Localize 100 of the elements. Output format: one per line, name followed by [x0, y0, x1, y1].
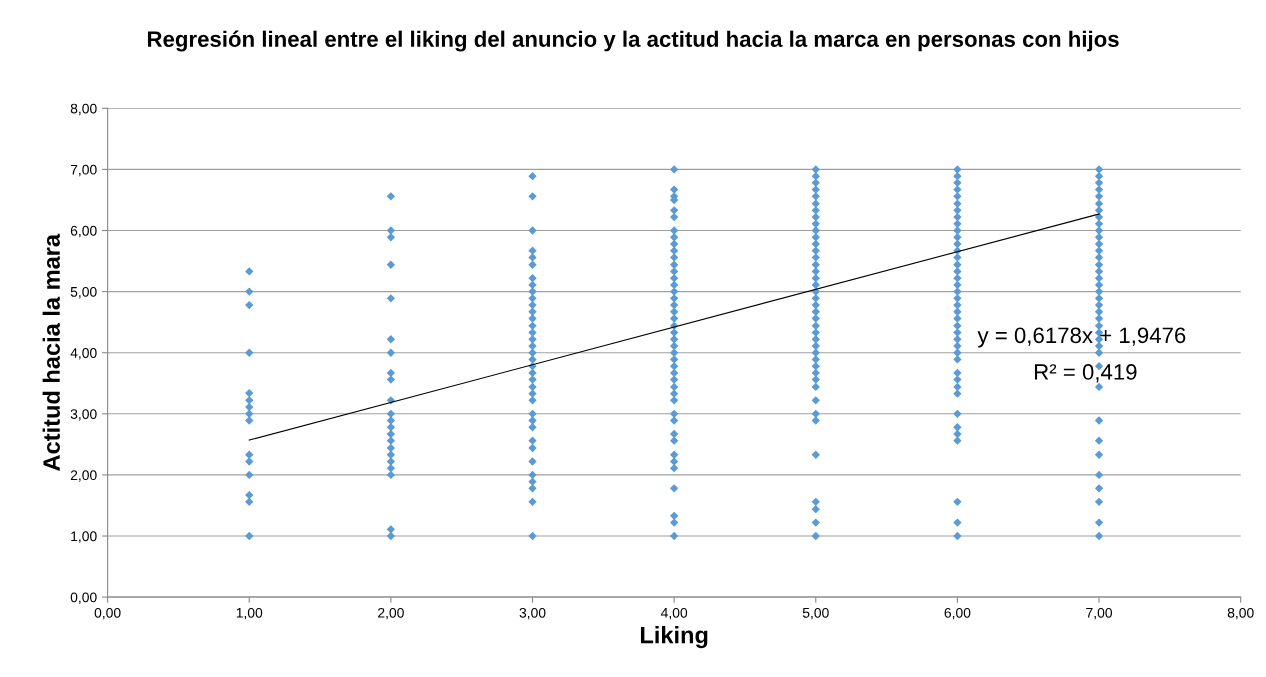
point [245, 497, 254, 506]
point [811, 518, 820, 527]
point [669, 212, 679, 222]
point [245, 409, 254, 418]
point [1094, 497, 1104, 506]
point [245, 531, 254, 541]
point [669, 375, 679, 384]
y-tick-label: 5,00 [70, 286, 97, 299]
point [528, 314, 537, 323]
point [669, 341, 679, 351]
point [528, 253, 537, 262]
y-tick-label: 2,00 [70, 470, 97, 482]
point [1094, 470, 1104, 480]
point [1094, 382, 1104, 392]
x-tick-label: 3,00 [519, 607, 546, 620]
point [669, 246, 679, 255]
point [953, 518, 962, 527]
point [386, 436, 396, 445]
point [1094, 178, 1104, 188]
point [669, 280, 679, 290]
point [245, 470, 254, 480]
annotation: y = 0,6178x + 1,9476 [977, 327, 1186, 348]
point [953, 267, 962, 276]
point [1094, 199, 1104, 208]
point [528, 226, 537, 235]
y-tick-label: 0,00 [70, 592, 97, 604]
point [953, 307, 962, 316]
point [669, 389, 679, 398]
point [386, 470, 396, 480]
point [1094, 450, 1104, 459]
point [386, 423, 396, 432]
point [1094, 280, 1104, 290]
y-axis-title: Actitud hacia la mara [42, 233, 60, 471]
point [528, 423, 537, 432]
point [953, 348, 962, 357]
point [953, 226, 962, 235]
point [811, 206, 820, 215]
point [953, 335, 962, 344]
point [1094, 321, 1104, 330]
point [1094, 436, 1104, 445]
point [669, 260, 679, 269]
point [245, 490, 254, 500]
x-tick-label: 2,00 [378, 607, 404, 620]
point [669, 274, 679, 283]
point [528, 457, 537, 466]
point [669, 531, 679, 541]
point [811, 416, 820, 425]
point [811, 368, 820, 378]
point [386, 368, 396, 378]
point [1094, 518, 1104, 527]
point [528, 389, 537, 398]
point [669, 314, 679, 323]
point [953, 294, 962, 303]
point [669, 511, 679, 521]
point [953, 328, 962, 337]
point [1094, 219, 1104, 228]
point [953, 287, 962, 296]
point [953, 206, 962, 215]
point [811, 274, 820, 283]
point [1094, 287, 1104, 296]
point [386, 450, 396, 459]
point [811, 375, 820, 384]
point [386, 335, 396, 344]
annotation: R² = 0,419 [1035, 364, 1137, 383]
point [1094, 192, 1104, 201]
point [528, 443, 537, 453]
point [669, 382, 679, 392]
point [245, 348, 254, 357]
point [245, 402, 254, 412]
point [669, 368, 679, 378]
x-tick-label: 6,00 [944, 607, 971, 620]
x-tick-label: 0,00 [94, 607, 121, 620]
point [245, 267, 254, 276]
point [669, 450, 679, 459]
point [669, 409, 679, 418]
point [953, 375, 962, 384]
point [528, 375, 537, 384]
point [528, 192, 537, 201]
point [386, 192, 396, 201]
point [669, 396, 679, 405]
point [245, 450, 254, 459]
point [669, 429, 679, 439]
point [953, 436, 962, 445]
point [528, 246, 537, 255]
chart-title: Regresión lineal entre el liking del anuncio y la actitud hacia la marca en personas con hijos [147, 30, 1119, 52]
point [811, 497, 820, 506]
point [811, 280, 820, 290]
x-tick-label: 4,00 [660, 607, 688, 620]
point [811, 531, 820, 541]
point [811, 192, 820, 201]
point [1094, 274, 1104, 283]
point [669, 239, 679, 249]
point [1094, 307, 1104, 316]
point [953, 260, 962, 269]
y-tick-label: 1,00 [71, 531, 97, 543]
point [386, 348, 396, 357]
point [953, 423, 962, 432]
point [811, 171, 820, 181]
point [953, 253, 962, 262]
point [811, 212, 820, 222]
